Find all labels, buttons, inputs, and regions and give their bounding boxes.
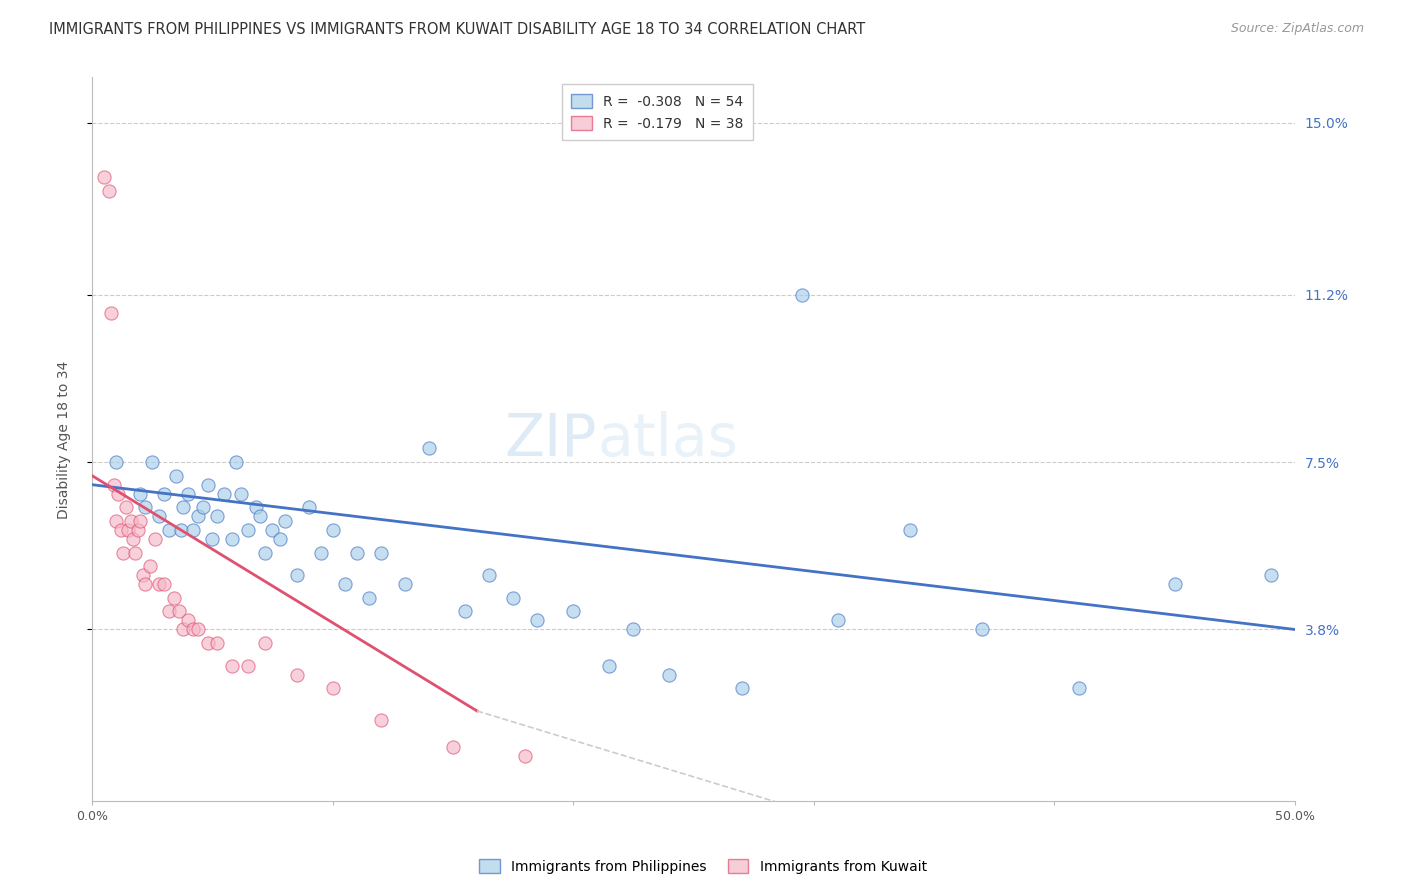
Point xyxy=(598,658,620,673)
Point xyxy=(131,568,153,582)
Point xyxy=(225,455,247,469)
Point xyxy=(139,559,162,574)
Point xyxy=(238,523,260,537)
Point xyxy=(105,455,128,469)
Point xyxy=(562,604,585,618)
Point xyxy=(165,468,187,483)
Point xyxy=(187,623,209,637)
Point xyxy=(157,604,180,618)
Point xyxy=(205,636,228,650)
Point xyxy=(221,658,243,673)
Point xyxy=(333,577,356,591)
Point xyxy=(148,577,170,591)
Legend: R =  -0.308   N = 54, R =  -0.179   N = 38: R = -0.308 N = 54, R = -0.179 N = 38 xyxy=(561,85,754,140)
Point xyxy=(143,532,166,546)
Point xyxy=(97,184,120,198)
Point xyxy=(205,509,228,524)
Point xyxy=(105,514,128,528)
Point xyxy=(221,532,243,546)
Point xyxy=(103,477,125,491)
Point xyxy=(148,509,170,524)
Y-axis label: Disability Age 18 to 34: Disability Age 18 to 34 xyxy=(58,360,72,518)
Point xyxy=(309,545,332,559)
Point xyxy=(790,287,813,301)
Point xyxy=(658,667,681,681)
Point xyxy=(129,514,152,528)
Legend: Immigrants from Philippines, Immigrants from Kuwait: Immigrants from Philippines, Immigrants … xyxy=(472,852,934,880)
Point xyxy=(134,577,156,591)
Point xyxy=(1067,681,1090,696)
Point xyxy=(114,500,136,515)
Point xyxy=(134,500,156,515)
Point xyxy=(201,532,224,546)
Point xyxy=(394,577,416,591)
Text: atlas: atlas xyxy=(598,411,738,468)
Point xyxy=(502,591,524,605)
Point xyxy=(172,623,194,637)
Point xyxy=(153,487,176,501)
Point xyxy=(322,523,344,537)
Point xyxy=(478,568,501,582)
Point xyxy=(107,487,129,501)
Point xyxy=(285,667,308,681)
Point xyxy=(167,604,190,618)
Point xyxy=(322,681,344,696)
Point xyxy=(100,306,122,320)
Point xyxy=(170,523,193,537)
Point xyxy=(163,591,186,605)
Point xyxy=(110,523,132,537)
Point xyxy=(172,500,194,515)
Point xyxy=(273,514,295,528)
Point xyxy=(153,577,176,591)
Point xyxy=(1260,568,1282,582)
Point xyxy=(513,749,536,764)
Point xyxy=(731,681,754,696)
Point xyxy=(238,658,260,673)
Point xyxy=(285,568,308,582)
Point xyxy=(898,523,921,537)
Point xyxy=(269,532,291,546)
Point xyxy=(262,523,284,537)
Point xyxy=(370,545,392,559)
Point xyxy=(370,713,392,727)
Point xyxy=(129,487,152,501)
Point xyxy=(346,545,368,559)
Point xyxy=(124,545,146,559)
Point xyxy=(972,623,994,637)
Point xyxy=(197,636,219,650)
Point xyxy=(191,500,214,515)
Point xyxy=(120,514,142,528)
Point xyxy=(93,169,115,184)
Point xyxy=(1164,577,1187,591)
Point xyxy=(418,442,440,456)
Point xyxy=(127,523,149,537)
Point xyxy=(254,636,277,650)
Point xyxy=(112,545,135,559)
Point xyxy=(214,487,236,501)
Text: IMMIGRANTS FROM PHILIPPINES VS IMMIGRANTS FROM KUWAIT DISABILITY AGE 18 TO 34 CO: IMMIGRANTS FROM PHILIPPINES VS IMMIGRANT… xyxy=(49,22,866,37)
Point xyxy=(454,604,477,618)
Point xyxy=(181,623,204,637)
Point xyxy=(245,500,267,515)
Point xyxy=(122,532,145,546)
Point xyxy=(117,523,139,537)
Point xyxy=(181,523,204,537)
Point xyxy=(357,591,380,605)
Point xyxy=(177,614,200,628)
Text: ZIP: ZIP xyxy=(505,411,598,468)
Point xyxy=(231,487,253,501)
Point xyxy=(197,477,219,491)
Point xyxy=(621,623,644,637)
Point xyxy=(157,523,180,537)
Point xyxy=(526,614,548,628)
Point xyxy=(141,455,163,469)
Point xyxy=(297,500,319,515)
Point xyxy=(249,509,271,524)
Point xyxy=(177,487,200,501)
Text: Source: ZipAtlas.com: Source: ZipAtlas.com xyxy=(1230,22,1364,36)
Point xyxy=(254,545,277,559)
Point xyxy=(441,740,464,755)
Point xyxy=(827,614,849,628)
Point xyxy=(187,509,209,524)
